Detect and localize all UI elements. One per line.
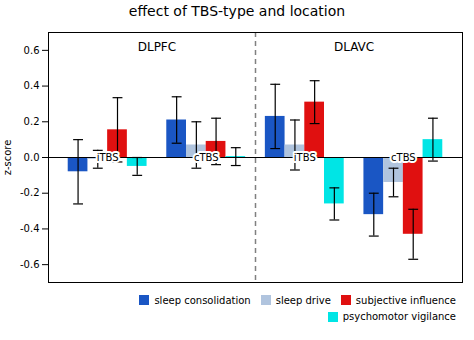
html-text:sleep drive: sleep drive xyxy=(275,294,331,306)
svg-text:0.4: 0.4 xyxy=(24,80,40,91)
svg-text:iTBS: iTBS xyxy=(97,152,119,163)
svg-text:cTBS: cTBS xyxy=(391,152,416,163)
svg-text:DLAVC: DLAVC xyxy=(334,40,374,54)
svg-text:DLPFC: DLPFC xyxy=(138,40,176,54)
svg-text:iTBS: iTBS xyxy=(294,152,316,163)
html-text:sleep consolidation: sleep consolidation xyxy=(154,294,251,306)
svg-text:-0.2: -0.2 xyxy=(20,187,40,198)
svg-text:0.2: 0.2 xyxy=(24,116,40,127)
html-text:subjective influence: subjective influence xyxy=(355,294,456,306)
svg-text:0.0: 0.0 xyxy=(24,152,40,163)
html-text:psychomotor vigilance: psychomotor vigilance xyxy=(342,311,456,323)
html-text:effect of TBS-type and locatio: effect of TBS-type and location xyxy=(128,3,346,19)
svg-text:-0.6: -0.6 xyxy=(20,259,40,270)
svg-text:0.6: 0.6 xyxy=(24,45,40,56)
svg-text:-0.4: -0.4 xyxy=(20,223,40,234)
svg-text:z-score: z-score xyxy=(2,140,13,176)
svg-text:cTBS: cTBS xyxy=(194,152,219,163)
